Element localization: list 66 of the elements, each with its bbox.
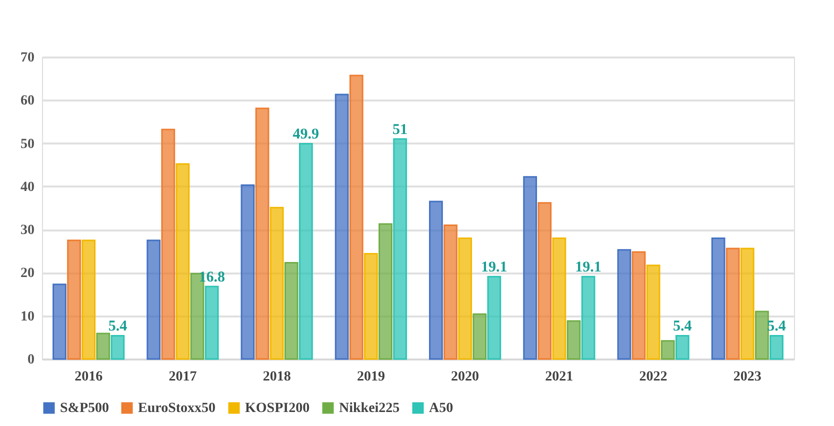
bar — [740, 248, 754, 360]
bar — [334, 94, 349, 360]
data-label: 49.9 — [292, 126, 320, 143]
legend-label: A50 — [429, 401, 454, 416]
data-label: 5.4 — [108, 318, 128, 335]
x-tick-label: 2023 — [733, 370, 762, 384]
x-tick-label: 2019 — [356, 370, 385, 384]
y-tick-label: 40 — [20, 180, 34, 195]
bar — [270, 206, 284, 360]
bar — [146, 240, 161, 360]
bar — [523, 176, 538, 360]
y-tick-label: 70 — [20, 50, 34, 66]
bar — [660, 340, 675, 360]
data-label: 19.1 — [575, 260, 602, 276]
x-tick-label: 2022 — [639, 370, 668, 384]
x-tick-label: 2017 — [168, 370, 197, 384]
bar — [82, 240, 96, 360]
data-label: 5.4 — [673, 318, 692, 335]
bar — [52, 284, 66, 360]
legend-label: KOSPI200 — [245, 401, 310, 416]
bar — [617, 249, 632, 360]
legend-label: S&P500 — [60, 401, 109, 416]
bar — [711, 237, 726, 360]
data-label: 19.1 — [481, 260, 508, 276]
bar — [552, 237, 566, 360]
bar — [176, 163, 190, 360]
bar — [378, 223, 392, 360]
y-tick-label: 20 — [20, 266, 34, 282]
bar — [67, 240, 81, 360]
bar — [429, 200, 443, 360]
bar — [240, 184, 255, 360]
bar — [364, 252, 378, 360]
bar — [349, 74, 364, 360]
bar — [632, 251, 646, 360]
bar — [566, 320, 581, 360]
bar — [444, 224, 458, 360]
bar — [110, 334, 125, 360]
bar — [472, 313, 487, 360]
y-tick-label: 50 — [20, 136, 34, 152]
legend-label: Nikkei225 — [339, 401, 400, 416]
bar — [755, 310, 769, 360]
bar — [393, 138, 407, 360]
x-tick-label: 2016 — [74, 370, 103, 384]
x-tick-label: 2018 — [262, 370, 291, 384]
legend-label: EuroStoxx50 — [138, 401, 216, 416]
bar — [204, 286, 219, 360]
bar — [255, 108, 270, 360]
bar — [726, 248, 740, 360]
bar — [770, 334, 784, 360]
bar — [96, 332, 110, 360]
bar — [538, 202, 552, 360]
y-tick-label: 60 — [20, 94, 34, 109]
bar — [298, 142, 313, 360]
y-tick-label: 0 — [28, 352, 34, 368]
bar — [161, 128, 176, 360]
y-tick-label: 30 — [20, 223, 34, 238]
bar — [487, 276, 502, 360]
y-tick-label: 10 — [20, 309, 34, 324]
bar — [675, 334, 690, 360]
x-tick-label: 2020 — [451, 370, 480, 384]
x-tick-label: 2021 — [545, 370, 574, 384]
bar — [284, 262, 298, 360]
bar — [581, 276, 596, 360]
bar — [646, 264, 660, 360]
data-label: 51 — [392, 122, 408, 138]
bar — [458, 237, 472, 360]
